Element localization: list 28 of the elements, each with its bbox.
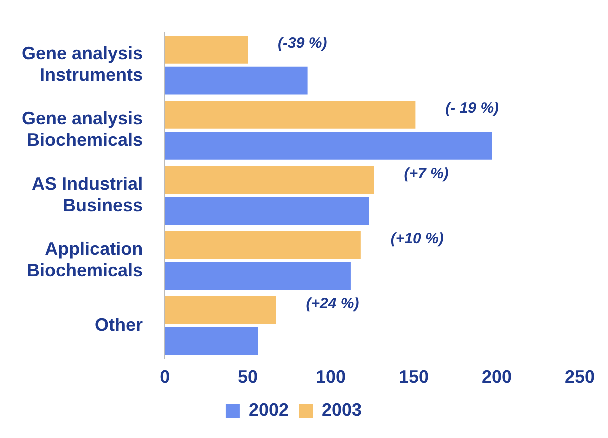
y-tick-label: Other [95,314,144,335]
bar [165,101,416,129]
bar [165,296,276,324]
x-tick-label: 250 [564,367,596,388]
legend-label: 2002 [248,400,290,420]
annotation: (-39 %) [278,35,328,52]
bar [165,197,370,225]
x-tick-label: 100 [316,367,346,388]
y-tick-label: Gene analysis Biochemicals [22,108,144,150]
bar [165,231,361,260]
y-tick-label: Gene analysis Instruments [22,44,144,86]
legend-label: 2003 [322,400,362,420]
annotation: (+10 %) [390,230,444,248]
bar [165,166,374,194]
bar [165,36,248,64]
x-tick-label: 50 [238,367,258,388]
bar [165,66,308,95]
x-tick-label: 150 [399,367,430,388]
y-tick-label: Application Biochemicals [27,238,144,280]
y-tick-label: AS Industrial Business [32,174,144,216]
annotation: (- 19 %) [446,100,500,118]
bar [165,262,351,290]
x-tick-label: 200 [482,367,512,388]
x-tick-label: 0 [160,367,170,388]
annotation: (+24 %) [306,296,360,313]
annotation: (+7 %) [404,165,449,182]
bar [165,327,258,356]
bar [165,132,492,160]
